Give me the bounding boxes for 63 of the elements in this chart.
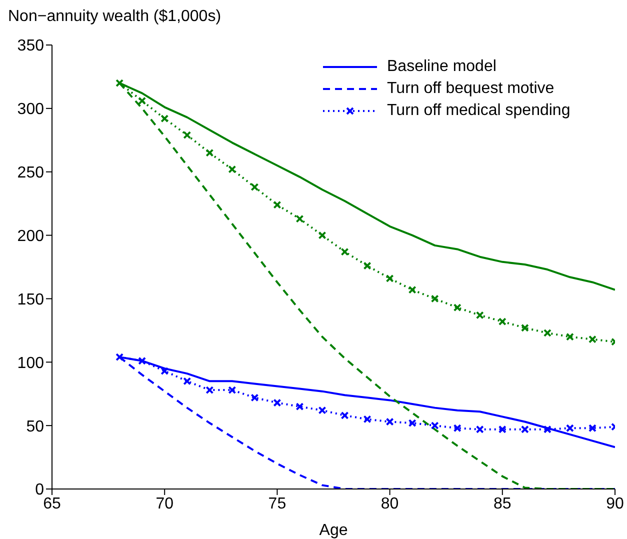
point <box>273 200 282 209</box>
point <box>520 324 529 332</box>
point <box>160 367 169 376</box>
point <box>250 183 259 192</box>
point <box>430 422 439 430</box>
point <box>296 214 304 223</box>
point <box>363 415 372 424</box>
point <box>520 425 529 434</box>
y-tick-label: 300 <box>17 101 44 118</box>
point <box>340 411 349 420</box>
point <box>588 335 596 344</box>
legend-label: Turn off medical spending <box>387 102 570 120</box>
point <box>116 79 124 88</box>
point <box>138 96 146 105</box>
legend-label: Turn off bequest motive <box>387 80 554 98</box>
y-tick-label: 250 <box>17 164 44 182</box>
x-tick-label: 80 <box>380 495 399 512</box>
y-tick-label: 50 <box>26 418 44 436</box>
point <box>250 394 259 402</box>
point <box>228 386 236 394</box>
y-tick-label: 350 <box>17 38 44 55</box>
point <box>116 353 124 362</box>
y-tick-label: 0 <box>35 482 44 499</box>
point <box>453 424 462 432</box>
x-tick-label: 70 <box>156 495 174 512</box>
point <box>566 332 574 341</box>
point <box>453 304 462 312</box>
point <box>386 274 394 282</box>
y-tick-label: 100 <box>17 354 44 372</box>
point <box>340 248 349 256</box>
point <box>363 262 372 270</box>
point <box>183 377 192 386</box>
x-tick-label: 90 <box>606 495 624 512</box>
point <box>273 398 282 407</box>
point <box>318 231 326 240</box>
point <box>588 424 596 432</box>
point <box>408 286 416 294</box>
point <box>206 386 214 394</box>
point <box>228 165 236 174</box>
point <box>408 419 416 428</box>
point <box>386 418 394 426</box>
y-tick-label: 150 <box>17 291 44 308</box>
point <box>566 424 574 432</box>
point <box>138 356 146 365</box>
point <box>206 148 214 157</box>
x-tick-label: 85 <box>494 495 512 512</box>
point <box>476 311 484 320</box>
x-tick-label: 75 <box>268 495 286 512</box>
point <box>296 402 304 411</box>
point <box>543 425 552 434</box>
point <box>543 328 552 337</box>
point <box>498 425 506 434</box>
point <box>476 425 484 434</box>
point <box>430 294 439 303</box>
point <box>160 114 169 123</box>
x-tick-label: 65 <box>43 495 61 512</box>
y-axis-title: Non−annuity wealth ($1,000s) <box>8 8 222 26</box>
point <box>318 406 326 414</box>
y-tick-label: 200 <box>17 228 44 245</box>
legend-label: Baseline model <box>387 58 496 76</box>
point <box>183 131 192 140</box>
point <box>498 318 506 326</box>
x-axis-title: Age <box>319 522 348 539</box>
